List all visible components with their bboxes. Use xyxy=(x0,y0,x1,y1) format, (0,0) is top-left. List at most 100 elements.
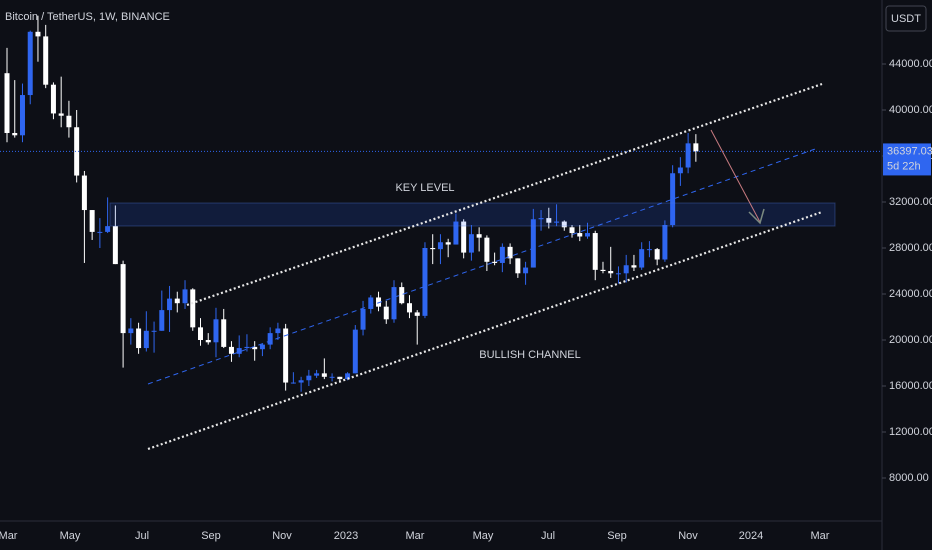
candle-body xyxy=(151,330,157,332)
x-tick-label: Mar xyxy=(406,530,425,542)
candle-body xyxy=(50,84,56,114)
candle-body xyxy=(406,303,412,313)
candle-body xyxy=(298,380,304,383)
candle-body xyxy=(58,113,64,116)
candle-body xyxy=(530,219,536,268)
candle-body xyxy=(592,233,598,270)
candle-body xyxy=(283,328,289,383)
candle-body xyxy=(128,328,134,334)
candle-body xyxy=(345,373,351,380)
x-tick-label: Jul xyxy=(541,530,555,542)
candle-body xyxy=(639,249,645,268)
candle-body xyxy=(89,210,95,232)
candle-body xyxy=(321,373,327,377)
candle-body xyxy=(615,273,621,275)
candle-body xyxy=(329,376,335,378)
candle-body xyxy=(136,328,142,349)
last-price-label: 36397.03 xyxy=(887,145,932,157)
candle-body xyxy=(546,218,552,223)
candle-body xyxy=(190,289,196,328)
x-tick-label: 2024 xyxy=(739,530,763,542)
candle-body xyxy=(646,249,652,251)
candle-body xyxy=(35,31,41,37)
y-tick-label: 40000.00 xyxy=(889,104,932,116)
candle-body xyxy=(693,143,699,152)
candle-body xyxy=(422,247,428,316)
projection-arrowhead xyxy=(748,208,765,225)
candle-body xyxy=(360,308,366,330)
x-tick-label: 2023 xyxy=(334,530,358,542)
channel-mid-line xyxy=(147,147,819,385)
y-tick-label: 8000.00 xyxy=(889,472,929,484)
x-tick-label: Mar xyxy=(811,530,830,542)
channel-label: BULLISH CHANNEL xyxy=(479,349,580,361)
projection-arrow xyxy=(710,129,761,223)
candle-body xyxy=(430,247,436,250)
channel-lower-line xyxy=(147,210,823,451)
candle-body xyxy=(437,242,443,250)
candle-body xyxy=(554,221,560,223)
candle-body xyxy=(66,115,72,128)
last-price-tag xyxy=(883,143,931,176)
candle-body xyxy=(499,246,505,263)
candle-body xyxy=(515,258,521,274)
candle-body xyxy=(4,73,10,133)
candle-body xyxy=(585,233,590,237)
candle-body xyxy=(507,246,513,259)
candle-body xyxy=(383,306,389,320)
y-tick-label: 24000.00 xyxy=(889,288,932,300)
candle-body xyxy=(337,376,343,380)
candle-body xyxy=(461,221,467,253)
y-tick-label: 32000.00 xyxy=(889,196,932,208)
candle-body xyxy=(414,312,420,316)
x-tick-label: Nov xyxy=(678,530,698,542)
candle-body xyxy=(492,261,498,263)
candle-body xyxy=(74,127,80,176)
candle-body xyxy=(259,344,265,350)
candle-body xyxy=(12,132,18,136)
candle-body xyxy=(577,233,583,237)
currency-label[interactable]: USDT xyxy=(891,13,921,25)
key-level-label: KEY LEVEL xyxy=(395,182,454,194)
y-tick-label: 28000.00 xyxy=(889,242,932,254)
x-tick-label: May xyxy=(60,530,81,542)
x-tick-label: Sep xyxy=(201,530,221,542)
y-tick-label: 12000.00 xyxy=(889,426,932,438)
candle-body xyxy=(213,319,219,343)
candle-body xyxy=(275,328,281,334)
candle-body xyxy=(290,382,296,384)
countdown-label: 5d 22h xyxy=(887,160,921,172)
candle-body xyxy=(623,265,629,274)
candle-body xyxy=(608,270,614,274)
candle-body xyxy=(43,36,49,85)
candle-body xyxy=(685,143,691,168)
candle-body xyxy=(221,319,227,347)
x-tick-label: Jul xyxy=(135,530,149,542)
candle-body xyxy=(112,226,118,265)
candle-body xyxy=(368,297,374,309)
candle-body xyxy=(244,346,250,349)
candle-body xyxy=(538,218,544,220)
candle-body xyxy=(391,287,397,320)
plot-area xyxy=(0,15,882,392)
candle-body xyxy=(228,346,234,354)
candle-body xyxy=(159,310,165,331)
chart-title: Bitcoin / TetherUS, 1W, BINANCE xyxy=(5,11,170,23)
candle-body xyxy=(252,346,258,350)
candle-body xyxy=(677,167,683,174)
candle-body xyxy=(182,289,188,304)
candle-body xyxy=(561,221,567,228)
candle-body xyxy=(523,267,529,274)
y-tick-label: 16000.00 xyxy=(889,380,932,392)
candle-body xyxy=(314,373,320,376)
candle-body xyxy=(376,297,382,307)
candle-body xyxy=(306,375,312,381)
currency-button[interactable] xyxy=(885,5,927,32)
candle-body xyxy=(654,249,660,260)
candle-body xyxy=(631,265,637,268)
candle-body xyxy=(174,298,180,304)
candle-body xyxy=(19,95,25,136)
candle-body xyxy=(81,175,87,211)
